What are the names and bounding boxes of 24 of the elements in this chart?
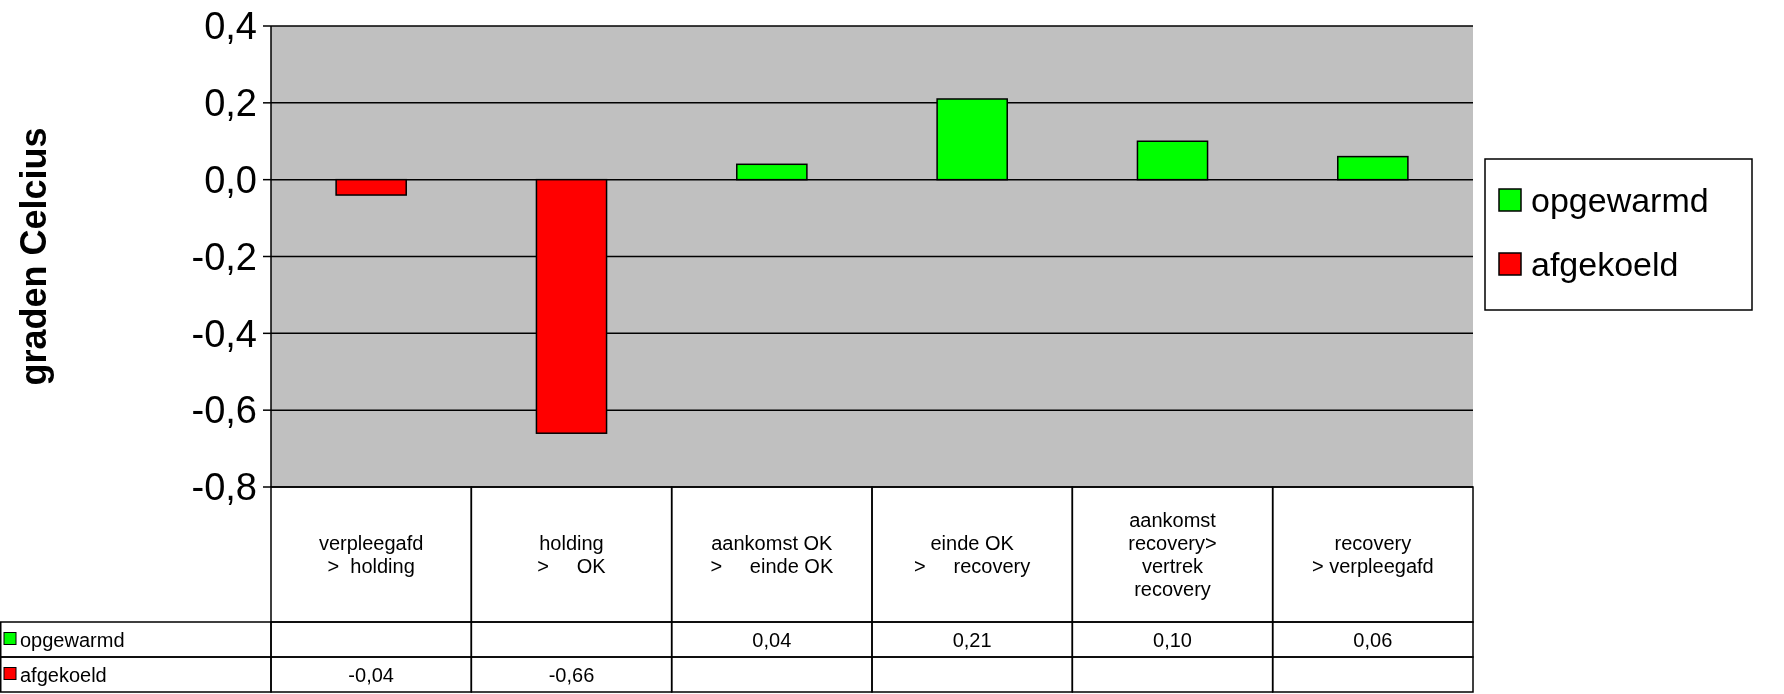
legend-label: opgewarmd (1531, 180, 1709, 219)
x-tick-label: aankomst OK > einde OK (710, 532, 834, 577)
y-tick-label: 0,0 (204, 158, 257, 201)
y-tick-label: -0,2 (191, 235, 257, 278)
text: opgewarmd (20, 628, 125, 651)
y-tick-label: 0,4 (204, 5, 257, 48)
x-tick-label: recovery > verpleegafd (1311, 532, 1434, 577)
data-label: 0,21 (952, 628, 992, 651)
y-tick-label: -0,6 (191, 389, 257, 432)
data-label: -0,04 (348, 663, 394, 686)
x-tick-label: aankomst recovery> vertrek recovery (1128, 509, 1217, 600)
x-tick-label: verpleegafd > holding (318, 532, 424, 577)
data-label: -0,66 (548, 663, 595, 686)
x-tick-label: holding > OK (537, 532, 607, 577)
data-label: 0,10 (1153, 628, 1192, 651)
data-label: 0,06 (1353, 628, 1393, 651)
y-tick-label: 0,2 (204, 82, 257, 125)
y-axis-title: graden Celcius (13, 127, 54, 386)
x-tick-label: einde OK > recovery (914, 532, 1031, 577)
text: afgekoeld (1531, 244, 1679, 283)
legend-label: afgekoeld (20, 663, 107, 686)
y-tick-label: -0,4 (191, 312, 257, 355)
data-label: 0,04 (752, 628, 792, 651)
y-tick-label: -0,8 (191, 466, 257, 509)
